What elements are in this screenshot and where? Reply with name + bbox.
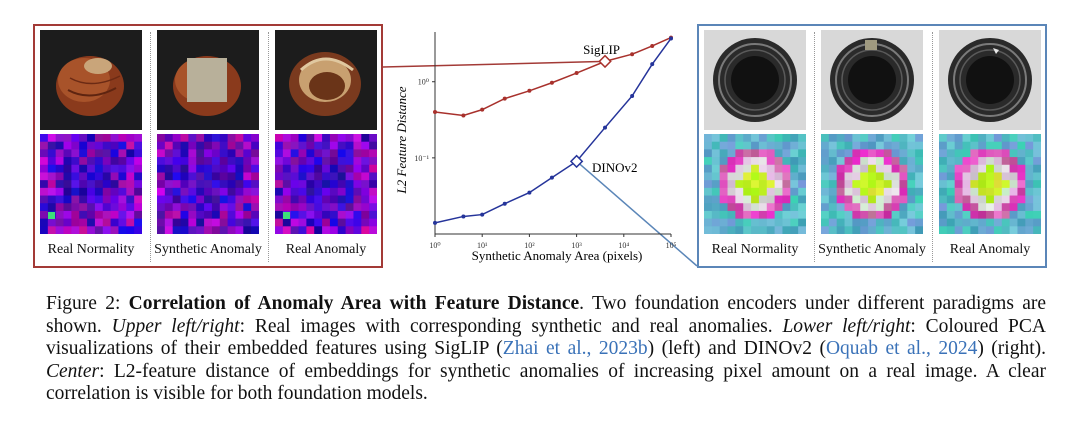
dinov2-series-line — [434, 38, 672, 224]
caption-text: : Coloured PCA visualizations of their e… — [46, 315, 1046, 360]
y-tick-label: 10⁻¹ — [414, 154, 429, 163]
x-axis-label: Synthetic Anomaly Area (pixels) — [472, 248, 643, 263]
dinov2-data-point — [669, 36, 673, 41]
x-tick-label: 10⁴ — [618, 241, 629, 250]
x-tick-label: 10⁰ — [429, 241, 440, 250]
dinov2-data-point — [650, 62, 655, 67]
caption-synthetic-anomaly: Synthetic Anomaly — [154, 242, 262, 257]
separator — [268, 32, 269, 262]
dinov2-pca-real — [939, 134, 1041, 234]
siglip-data-point — [461, 113, 466, 118]
x-tick-label: 10³ — [571, 241, 582, 250]
hazelnut-real-anomaly-image — [275, 30, 377, 130]
dinov2-data-point — [461, 214, 466, 219]
siglip-series-label: SigLIP — [583, 42, 620, 57]
y-tick-label: 10⁰ — [418, 78, 429, 87]
siglip-data-point — [630, 52, 635, 57]
caption-upper-label: Upper left/right — [111, 315, 240, 337]
siglip-data-point — [549, 80, 554, 85]
lens-synthetic-anomaly-image — [821, 30, 923, 130]
siglip-data-point — [527, 88, 532, 93]
siglip-data-point — [502, 96, 507, 101]
siglip-highlight-marker — [598, 54, 612, 69]
caption-real-anomaly: Real Anomaly — [285, 242, 367, 257]
caption-real-normality: Real Normality — [47, 242, 135, 257]
y-axis-label: L2 Feature Distance — [395, 86, 409, 194]
siglip-data-point — [574, 71, 579, 76]
x-tick-label: 10² — [524, 241, 535, 250]
dinov2-data-point — [603, 125, 608, 130]
right-figure-panel: Real Normality Synthetic Anomaly Real An… — [697, 24, 1047, 268]
citation-link[interactable]: Oquab et al., 2024 — [825, 338, 978, 359]
figure-caption: Figure 2: Correlation of Anomaly Area wi… — [46, 293, 1046, 406]
dinov2-pca-normal — [704, 134, 806, 234]
dinov2-data-point — [502, 201, 507, 206]
dinov2-data-point — [630, 93, 635, 98]
caption-text: ) (right). — [977, 338, 1047, 359]
hazelnut-normal-image — [40, 30, 142, 130]
caption-text: ) (left) and DINOv2 ( — [647, 338, 826, 359]
caption-real-anomaly: Real Anomaly — [949, 242, 1031, 257]
dinov2-pca-synthetic — [821, 134, 923, 234]
separator — [150, 32, 151, 262]
lens-real-anomaly-image — [939, 30, 1041, 130]
feature-distance-chart: 10⁰ 10¹ 10² 10³ 10⁴ 10⁵ 10⁰ 10⁻¹ Synthetic Anom… — [395, 32, 677, 263]
hazelnut-synthetic-anomaly-image — [157, 30, 259, 130]
caption-text: : L2-feature distance of embeddings for … — [46, 360, 1046, 405]
dinov2-highlight-marker — [569, 154, 584, 169]
separator — [932, 32, 933, 262]
lens-normal-image — [704, 30, 806, 130]
x-tick-label: 10¹ — [477, 241, 488, 250]
siglip-data-point — [433, 110, 437, 115]
dinov2-data-point — [527, 190, 532, 195]
separator — [814, 32, 815, 262]
siglip-pca-synthetic — [157, 134, 259, 234]
caption-synthetic-anomaly: Synthetic Anomaly — [818, 242, 926, 257]
caption-real-normality: Real Normality — [711, 242, 799, 257]
siglip-pca-normal — [40, 134, 142, 234]
dinov2-data-point — [549, 175, 554, 180]
siglip-data-point — [480, 107, 485, 112]
dinov2-data-point — [433, 220, 437, 225]
siglip-pca-real — [275, 134, 377, 234]
citation-link[interactable]: Zhai et al., 2023b — [502, 338, 648, 359]
caption-lower-label: Lower left/right — [782, 315, 911, 337]
figure-title: Correlation of Anomaly Area with Feature… — [128, 293, 580, 314]
caption-text: : Real images with corresponding synthet… — [239, 315, 783, 337]
figure-label: Figure 2: — [46, 293, 121, 314]
caption-center-label: Center — [46, 360, 100, 382]
siglip-data-point — [650, 43, 655, 48]
caption-text: . Two foundation encoders under differen… — [46, 293, 1047, 337]
dinov2-series-label: DINOv2 — [592, 160, 638, 175]
left-figure-panel: Real Normality Synthetic Anomaly Real An… — [33, 24, 383, 268]
x-tick-label: 10⁵ — [666, 241, 677, 250]
dinov2-data-point — [480, 212, 485, 217]
siglip-series-line — [434, 36, 672, 117]
